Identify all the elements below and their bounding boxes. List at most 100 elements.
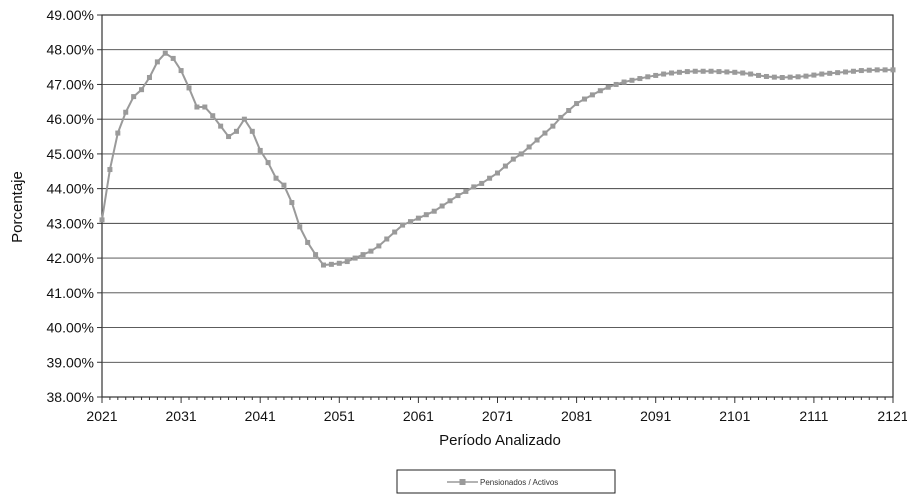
data-point [336,260,342,266]
data-point [779,75,785,81]
x-tick-label: 2031 [166,408,197,424]
data-point [850,68,856,74]
data-point [621,79,627,85]
data-point [154,59,160,65]
data-point [542,130,548,136]
data-point [131,94,137,100]
y-tick-label: 48.00% [47,42,94,58]
data-point [763,73,769,79]
data-point [495,170,500,176]
data-point [328,261,334,267]
series-layer [99,50,896,268]
legend-box [396,469,616,494]
x-axis-ticks: 2021 2031 2041 2051 2061 2071 2081 2091 2101 2111… [86,397,907,424]
data-point [692,68,698,74]
plot-area [101,14,894,398]
y-tick-label: 42.00% [47,250,94,266]
y-tick-label: 49.00% [47,7,94,23]
data-point [550,123,556,129]
legend-marker [459,479,466,485]
y-tick-label: 41.00% [47,285,94,301]
data-point [597,88,603,94]
data-point [526,144,532,150]
data-point [510,156,516,162]
data-point [313,252,319,258]
data-point [653,72,659,78]
data-point [407,219,413,225]
data-point [107,167,113,173]
data-point [487,175,493,181]
x-tick-label: 2071 [482,408,513,424]
data-point [297,224,303,230]
data-point [716,69,722,75]
data-point [233,128,239,134]
data-point [669,70,675,76]
y-tick-label: 39.00% [47,354,94,370]
data-point [471,184,477,190]
data-point [795,74,801,80]
data-point [613,81,619,87]
data-point [582,96,588,102]
data-point [724,69,730,75]
data-point [811,72,817,78]
data-point [226,134,232,140]
data-point [771,74,777,80]
data-point [123,109,129,115]
data-point [700,68,706,74]
data-point [858,68,864,74]
data-point [882,67,888,73]
x-tick-label: 2041 [245,408,276,424]
y-tick-label: 47.00% [47,76,94,92]
data-point [360,252,366,258]
y-tick-label: 43.00% [47,215,94,231]
data-point [194,104,200,110]
data-point [661,71,667,77]
data-point [866,67,872,73]
data-point [265,160,271,166]
data-point [400,222,406,228]
data-point [415,215,421,221]
data-point [558,114,564,120]
x-axis-label: Período Analizado [439,432,561,449]
x-tick-label: 2111 [799,408,828,424]
data-point [344,259,350,265]
data-point [170,55,176,61]
data-point [645,74,651,80]
x-tick-label: 2101 [719,408,750,424]
data-point [756,72,762,78]
data-point [637,76,643,82]
data-point [431,208,437,214]
data-point [210,113,216,119]
x-tick-label: 2061 [403,408,434,424]
data-point [708,68,714,74]
x-tick-label: 2081 [561,408,592,424]
data-point [835,70,841,76]
data-point [439,203,445,209]
data-point [241,116,247,122]
data-point [139,87,145,93]
data-point [178,68,184,74]
x-tick-label: 2021 [86,408,117,424]
data-point [732,69,738,75]
y-axis-ticks: 38.00% 39.00% 40.00% 41.00% 42.00% 43.00% 44.0… [47,7,102,405]
y-tick-label: 44.00% [47,181,94,197]
gridlines [102,49,893,363]
data-point [890,67,896,73]
data-point [787,74,793,80]
data-point [257,147,263,153]
data-point [281,182,287,188]
data-point [202,104,208,110]
legend: Pensionados / Activos [396,469,616,494]
data-point [574,101,580,107]
x-tick-label: 2091 [640,408,671,424]
data-point [740,70,746,76]
data-point [479,180,485,186]
data-point [447,198,453,204]
data-point [827,70,833,76]
data-point [502,163,508,169]
x-tick-label: 2121 [877,408,907,424]
data-point [566,108,572,113]
data-point [874,67,880,73]
